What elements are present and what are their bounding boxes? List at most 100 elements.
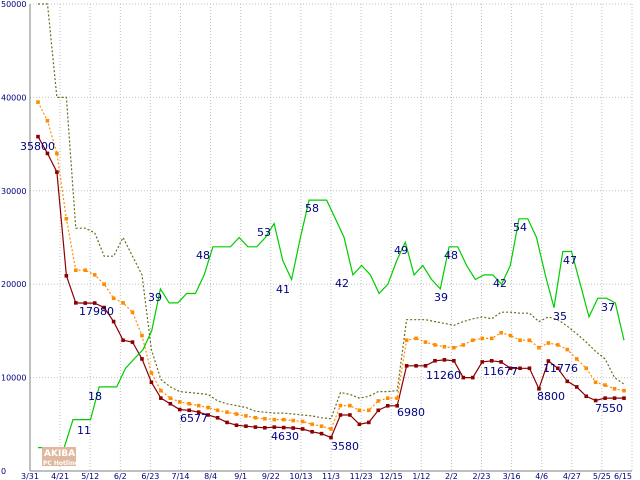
series-0-point (433, 358, 437, 363)
series-0-point (92, 301, 97, 305)
series-1-point (121, 301, 125, 305)
series-0-point (423, 364, 428, 368)
x-tick-label: 9/22 (262, 472, 280, 480)
series-group (36, 3, 626, 449)
series-1-point (55, 151, 59, 156)
series-1-point (565, 347, 570, 352)
data-label: 42 (335, 277, 349, 290)
data-label: 8800 (537, 390, 565, 403)
series-1-point (404, 338, 409, 343)
series-1-point (338, 403, 343, 408)
series-1-point (395, 396, 399, 400)
series-1-point (367, 408, 371, 413)
series-0-point (574, 385, 579, 389)
series-0-point (253, 425, 258, 429)
series-1-point (140, 333, 144, 338)
series-1-point (556, 343, 560, 347)
series-1-point (291, 418, 295, 423)
series-0-point (234, 423, 239, 428)
data-label: 39 (148, 291, 162, 304)
series-0-point (546, 359, 551, 363)
logo-text-bottom: PC Hotline! (43, 460, 81, 467)
logo-box-top (42, 447, 76, 458)
series-1-point (64, 217, 69, 221)
series-1-point (414, 336, 418, 341)
series-0-point (215, 415, 220, 420)
series-1-point (272, 417, 277, 422)
logo-text-top: AKIBA (44, 449, 75, 459)
series-0-point (102, 305, 106, 310)
series-1-point (300, 419, 305, 424)
data-label: 39 (434, 291, 448, 304)
data-label: 6577 (180, 412, 208, 425)
data-label: 53 (257, 226, 271, 239)
x-tick-label: 3/16 (503, 472, 521, 480)
series-1-point (196, 403, 201, 408)
series-0-point (83, 301, 88, 305)
series-0-point (177, 407, 182, 412)
series-0-point (196, 410, 201, 414)
series-1-point (489, 336, 494, 341)
x-tick-label: 3/31 (21, 472, 39, 480)
series-0-point (149, 380, 154, 385)
data-label: 41 (276, 283, 290, 296)
series-0-point (612, 396, 617, 400)
series-0-point (584, 394, 588, 399)
series-0-point (121, 338, 125, 343)
y-axis-tick-labels: 50000 40000 30000 20000 10000 0 (1, 0, 26, 476)
series-0-point (622, 396, 626, 400)
y-tick-label: 0 (1, 467, 6, 476)
series-3-line (38, 199, 625, 449)
series-0-point (225, 420, 229, 425)
data-label: 42 (493, 277, 507, 290)
data-labels: 3580051118179803965774853414630583580424… (20, 140, 623, 463)
data-label: 35 (553, 310, 567, 323)
series-1-point (177, 400, 182, 404)
series-0-point (593, 398, 598, 403)
x-tick-label: 1/12 (412, 472, 430, 480)
series-1-point (527, 338, 532, 343)
data-label: 11677 (483, 365, 518, 378)
y-tick-label: 20000 (1, 280, 26, 289)
series-1-point (470, 338, 475, 343)
data-label: 7550 (595, 402, 623, 415)
data-label: 11776 (543, 362, 578, 375)
series-1-point (452, 345, 456, 350)
series-0-point (404, 364, 409, 368)
series-0-point (74, 301, 78, 305)
x-tick-label: 12/15 (380, 472, 403, 480)
axes (29, 4, 632, 472)
series-1-point (442, 344, 447, 349)
y-tick-label: 10000 (1, 374, 26, 383)
data-label: 17980 (79, 305, 114, 318)
series-1-point (281, 417, 286, 422)
series-1-point (215, 408, 220, 413)
series-1-point (423, 340, 428, 344)
data-label: 11 (77, 424, 91, 437)
series-1-point (36, 100, 40, 104)
series-0-point (244, 424, 248, 428)
data-label: 35800 (20, 140, 55, 153)
series-1-point (130, 310, 135, 315)
data-label: 37 (601, 301, 615, 314)
logo-box-bottom (42, 458, 76, 466)
series-0-point (395, 404, 399, 408)
series-0-point (603, 396, 607, 400)
series-0-point (508, 366, 513, 371)
series-0-point (348, 413, 352, 417)
data-label: 4630 (271, 430, 299, 443)
x-tick-label: 4/6 (535, 472, 548, 480)
x-tick-label: 2/2 (445, 472, 458, 480)
series-0-point (452, 358, 456, 363)
series-0-point (111, 319, 116, 324)
series-0-point (310, 429, 314, 434)
data-label: 6980 (397, 406, 425, 419)
series-1-point (310, 422, 314, 427)
series-0-point (338, 413, 343, 417)
series-1-point (319, 424, 324, 428)
series-0-point (565, 379, 570, 384)
series-0-point (480, 360, 485, 364)
x-tick-label: 11/23 (350, 472, 373, 480)
data-label: 48 (444, 249, 458, 262)
